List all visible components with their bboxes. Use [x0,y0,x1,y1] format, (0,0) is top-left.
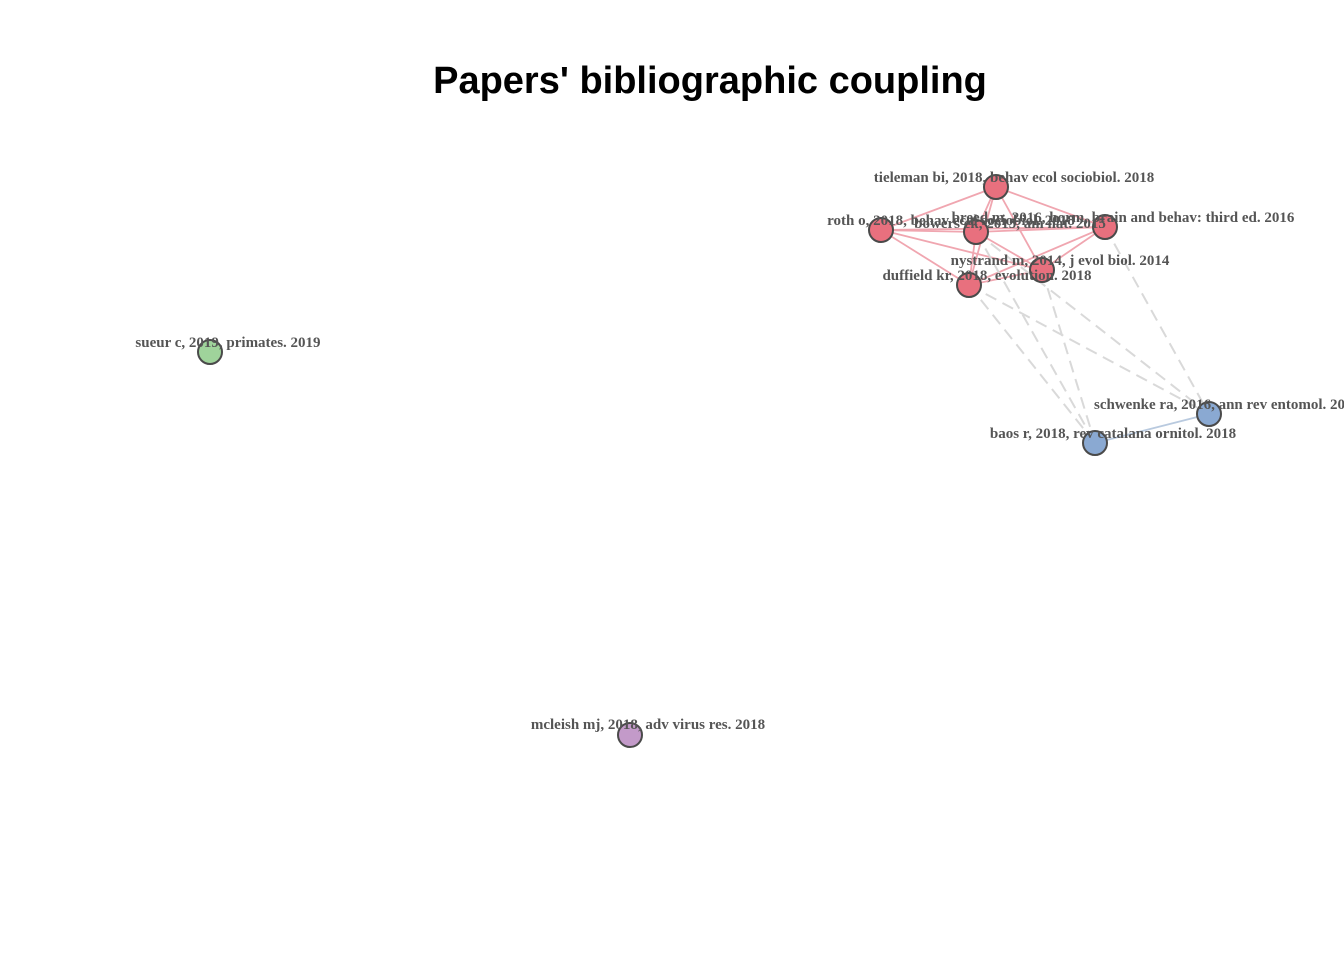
edge-nystrand-baos [1041,269,1096,444]
node-bowers[interactable] [963,219,989,245]
node-schwenke[interactable] [1196,401,1222,427]
node-breed[interactable] [1092,214,1118,240]
edge-duffield-schwenke [968,284,1210,415]
node-label-bowers: bowers ek, 2015, am nat. 2015 [914,216,1106,232]
node-duffield[interactable] [956,272,982,298]
label-layer: tieleman bi, 2018, behav ecol sociobiol.… [135,170,1344,733]
node-tieleman[interactable] [983,174,1009,200]
node-label-roth: roth o, 2018, behav ecol sociobiol. 2018 [827,213,1075,229]
node-label-mcleish: mcleish mj, 2018, adv virus res. 2018 [531,717,765,733]
edge-baos-schwenke [1094,413,1210,444]
edge-roth-nystrand [880,229,1043,271]
node-label-duffield: duffield kr, 2018, evolution. 2018 [882,268,1091,284]
chart-title: Papers' bibliographic coupling [433,60,987,102]
node-layer [197,174,1222,748]
edge-roth-breed [880,226,1106,231]
node-sueur[interactable] [197,339,223,365]
node-label-baos: baos r, 2018, rev catalana ornitol. 2018 [990,426,1236,442]
edge-bowers-schwenke [975,231,1210,415]
node-label-sueur: sueur c, 2019, primates. 2019 [135,335,320,351]
node-label-schwenke: schwenke ra, 2016, ann rev entomol. 2016 [1094,397,1344,413]
node-label-nystrand: nystrand m, 2014, j evol biol. 2014 [951,253,1170,269]
node-label-breed: breed m, 2016, horm, brain and behav: th… [952,210,1295,226]
node-nystrand[interactable] [1029,257,1055,283]
edge-bowers-breed [975,226,1106,233]
node-label-tieleman: tieleman bi, 2018, behav ecol sociobiol.… [874,170,1154,186]
edge-breed-schwenke [1104,226,1210,415]
edge-tieleman-breed [995,186,1106,228]
node-roth[interactable] [868,217,894,243]
node-mcleish[interactable] [617,722,643,748]
edge-roth-duffield [880,229,970,286]
edge-bowers-baos [975,231,1096,444]
edge-breed-duffield [968,226,1106,286]
edge-roth-tieleman [880,186,997,231]
edge-duffield-baos [968,284,1096,444]
node-baos[interactable] [1082,430,1108,456]
